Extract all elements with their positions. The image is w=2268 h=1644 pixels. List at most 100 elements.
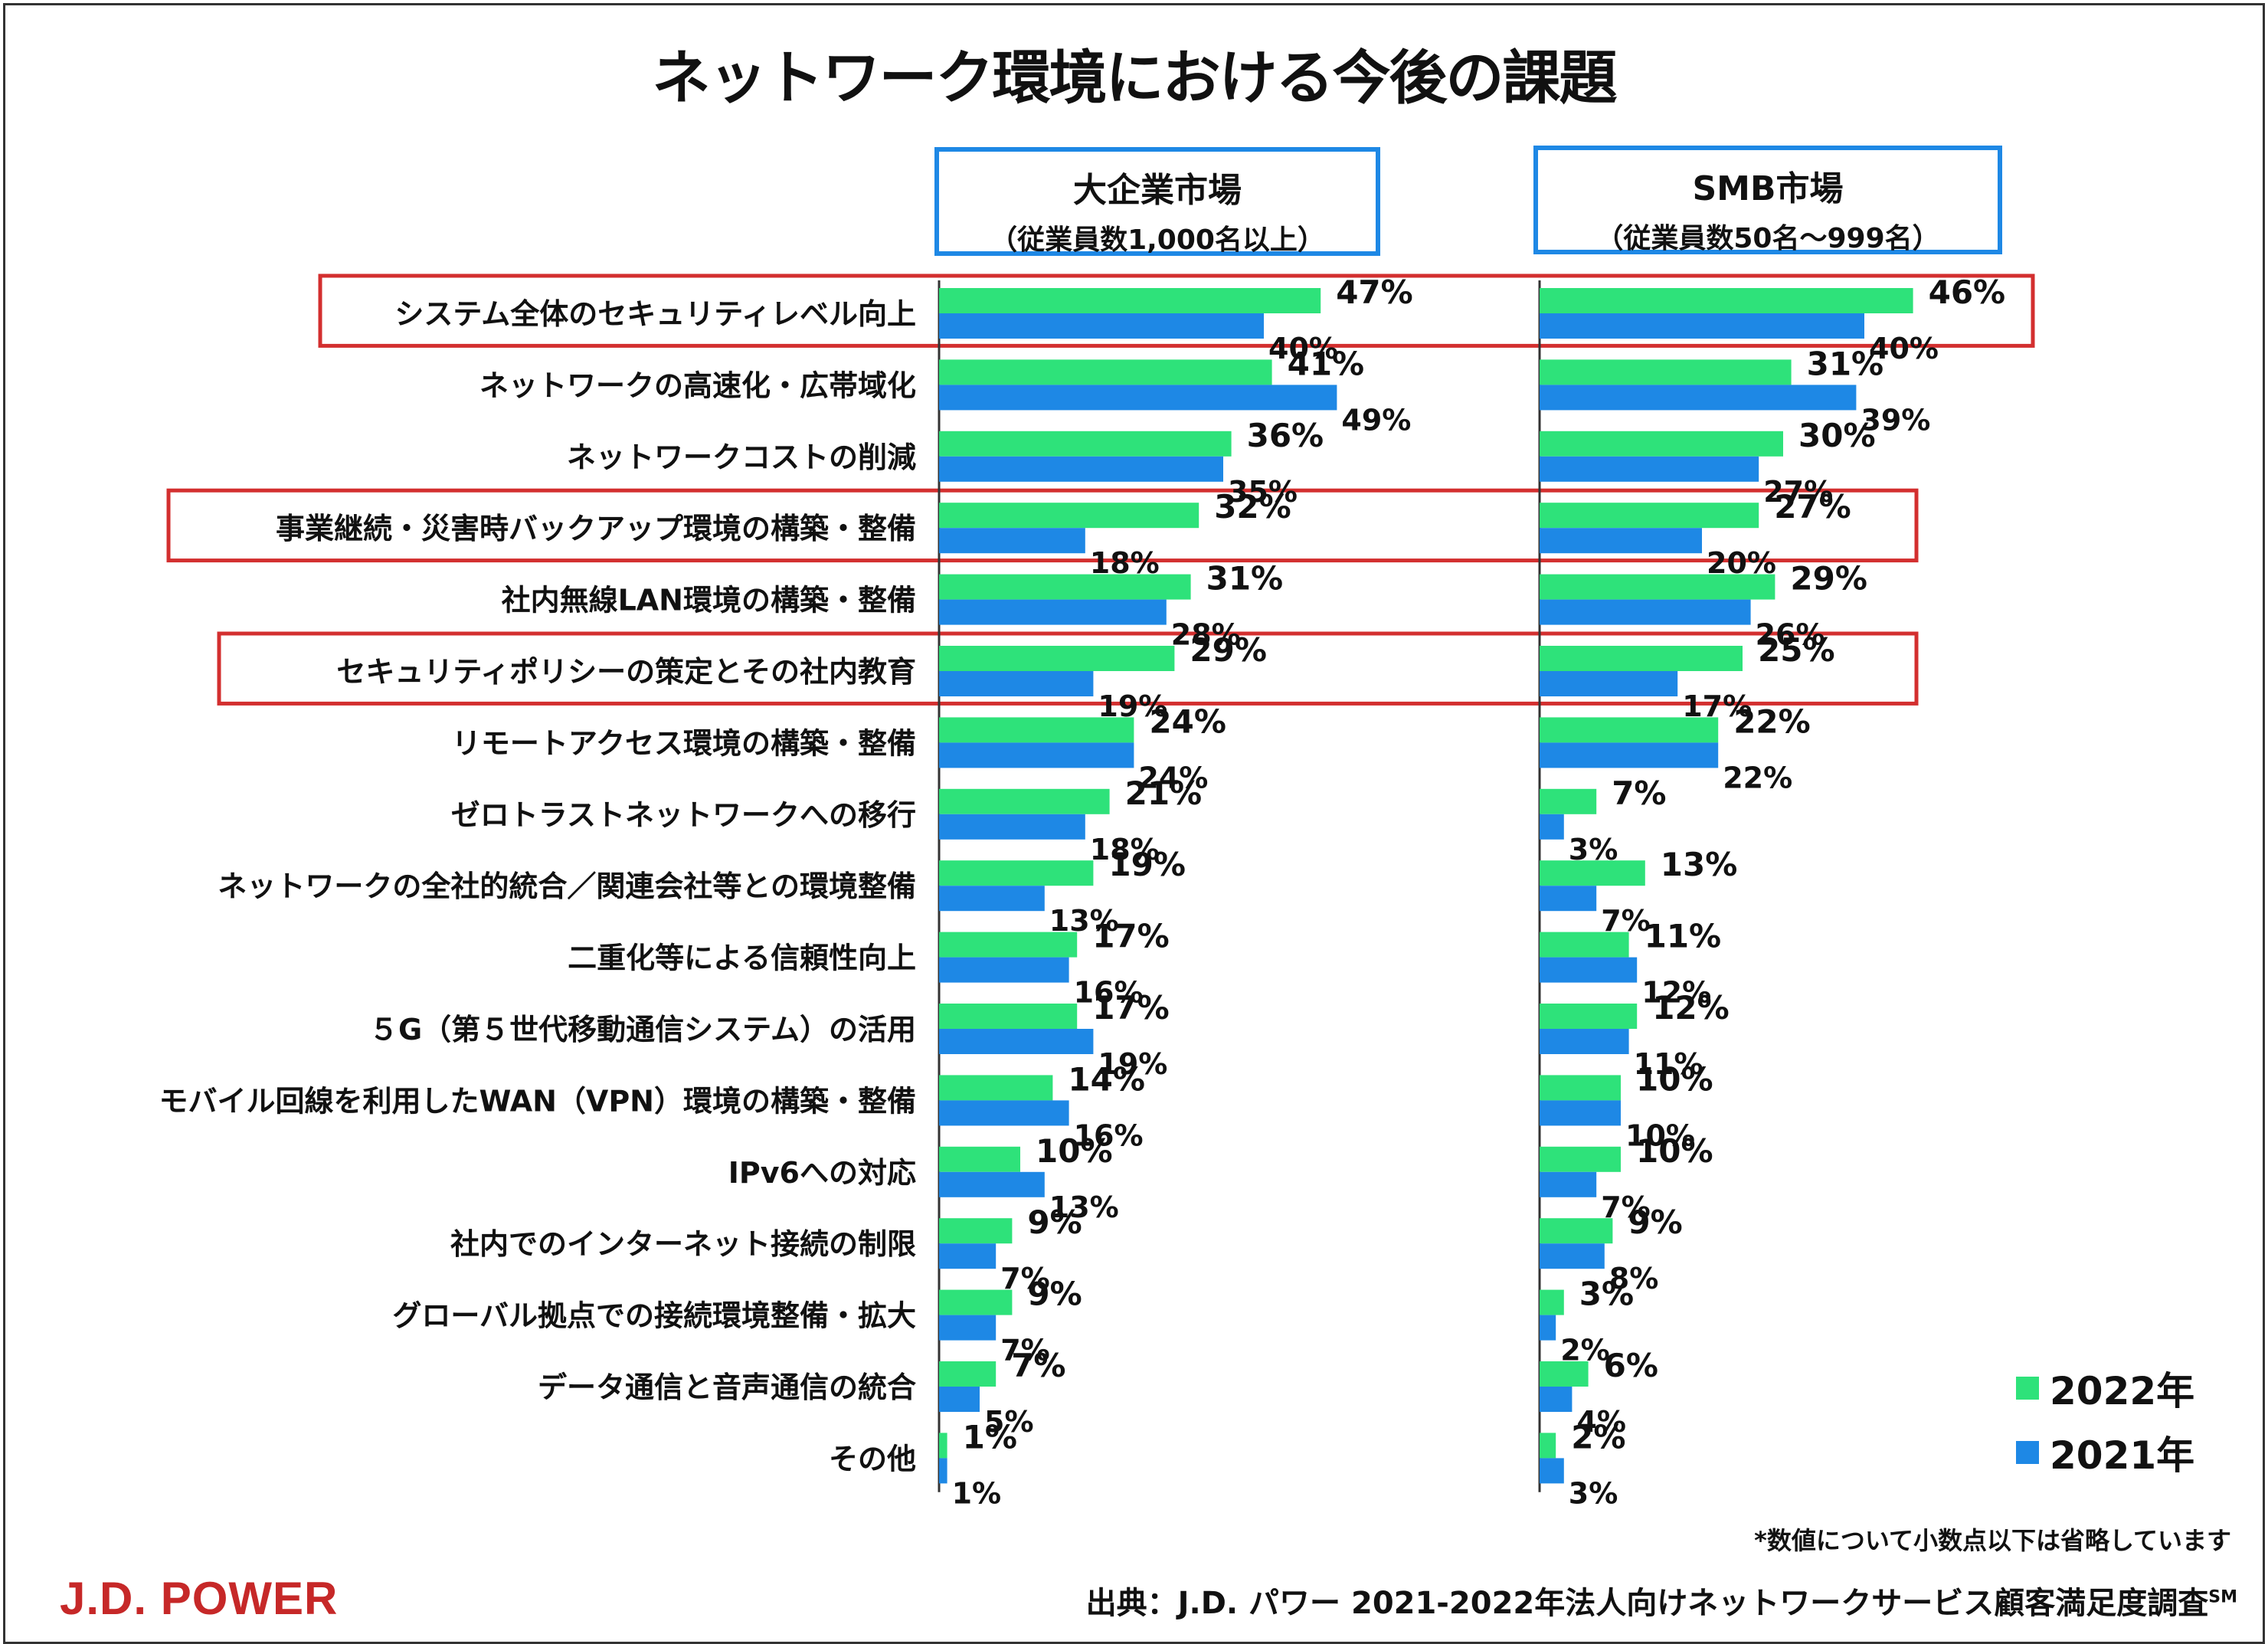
highlight-box-3 <box>166 488 1919 563</box>
value-label-smb-2022-16: 2% <box>1571 1418 1625 1456</box>
value-label-large-2022-9: 17% <box>1092 918 1170 955</box>
bar-smb-2022-12 <box>1540 1146 1621 1172</box>
bar-smb-2022-9 <box>1540 932 1629 958</box>
bar-large-2021-5 <box>939 671 1094 696</box>
bar-smb-2021-3 <box>1540 528 1702 554</box>
category-label-0: システム全体のセキュリティレベル向上 <box>394 297 916 331</box>
category-label-3: 事業継続・災害時バックアップ環境の構築・整備 <box>276 512 916 545</box>
value-label-large-2021-15: 5% <box>984 1405 1034 1439</box>
bar-large-2022-3 <box>939 503 1199 529</box>
value-label-smb-2022-12: 10% <box>1636 1132 1713 1170</box>
bar-smb-2022-11 <box>1540 1075 1621 1101</box>
value-label-smb-2021-15: 4% <box>1576 1405 1626 1439</box>
category-label-14: グローバル拠点での接続環境整備・拡大 <box>392 1299 916 1333</box>
value-label-smb-2022-9: 11% <box>1645 918 1722 955</box>
value-label-smb-2021-9: 12% <box>1641 976 1711 1010</box>
category-label-15: データ通信と音声通信の統合 <box>538 1371 916 1404</box>
value-label-smb-2022-7: 7% <box>1612 775 1666 812</box>
value-label-smb-2021-6: 22% <box>1723 761 1792 794</box>
value-label-smb-2021-11: 10% <box>1625 1118 1695 1152</box>
value-label-large-2022-6: 24% <box>1149 702 1226 740</box>
bar-smb-2022-15 <box>1540 1361 1589 1387</box>
value-label-smb-2021-14: 2% <box>1560 1334 1610 1367</box>
value-label-large-2022-15: 7% <box>1011 1347 1065 1384</box>
bar-large-2021-12 <box>939 1171 1045 1197</box>
bar-large-2021-4 <box>939 599 1167 625</box>
bar-smb-2022-5 <box>1540 646 1743 671</box>
value-label-smb-2022-5: 25% <box>1758 631 1835 669</box>
bar-large-2021-8 <box>939 886 1045 912</box>
bar-large-2022-5 <box>939 646 1175 671</box>
value-label-large-2022-2: 36% <box>1247 417 1324 454</box>
category-label-6: リモートアクセス環境の構築・整備 <box>452 726 916 760</box>
value-label-smb-2022-2: 30% <box>1798 417 1876 454</box>
bar-large-2022-4 <box>939 574 1191 600</box>
value-label-large-2021-10: 19% <box>1098 1047 1167 1081</box>
value-label-large-2021-6: 24% <box>1138 761 1208 794</box>
value-label-smb-2022-8: 13% <box>1661 846 1738 883</box>
bar-large-2022-16 <box>939 1433 947 1459</box>
value-label-large-2022-1: 41% <box>1288 345 1365 382</box>
value-label-large-2021-8: 13% <box>1049 904 1119 938</box>
value-label-large-2022-13: 9% <box>1027 1204 1082 1241</box>
bar-smb-2022-0 <box>1540 288 1913 313</box>
bar-smb-2021-11 <box>1540 1100 1621 1126</box>
value-label-smb-2022-0: 46% <box>1929 273 2006 311</box>
bar-large-2021-16 <box>939 1458 947 1484</box>
bar-smb-2022-13 <box>1540 1218 1613 1244</box>
source-mark: SM <box>2208 1587 2237 1607</box>
category-label-4: 社内無線LAN環境の構築・整備 <box>502 584 916 617</box>
value-label-large-2022-5: 29% <box>1190 631 1267 669</box>
bar-large-2022-7 <box>939 788 1110 814</box>
bar-large-2021-0 <box>939 313 1264 339</box>
value-label-smb-2022-10: 12% <box>1652 989 1730 1027</box>
legend-label-2021: 2021年 <box>2050 1433 2195 1478</box>
value-label-large-2022-7: 21% <box>1125 775 1203 812</box>
bar-large-2021-14 <box>939 1315 997 1341</box>
bar-smb-2022-4 <box>1540 574 1775 600</box>
bar-large-2022-9 <box>939 932 1078 958</box>
category-label-7: ゼロトラストネットワークへの移行 <box>451 798 916 832</box>
bar-large-2021-11 <box>939 1100 1069 1126</box>
bar-smb-2021-4 <box>1540 599 1751 625</box>
category-label-8: ネットワークの全社的統合／関連会社等との環境整備 <box>218 869 916 903</box>
value-label-large-2021-16: 1% <box>952 1476 1002 1510</box>
bar-smb-2022-7 <box>1540 788 1597 814</box>
value-label-large-2022-4: 31% <box>1206 560 1284 598</box>
bar-smb-2021-0 <box>1540 313 1864 339</box>
bar-large-2021-10 <box>939 1029 1094 1054</box>
value-label-smb-2021-16: 3% <box>1569 1476 1618 1510</box>
value-label-large-2021-1: 49% <box>1341 403 1411 437</box>
highlight-box-0 <box>318 273 2035 348</box>
value-label-large-2021-11: 16% <box>1074 1118 1144 1152</box>
bar-large-2022-15 <box>939 1361 997 1387</box>
bar-large-2022-1 <box>939 359 1272 385</box>
bar-smb-2021-10 <box>1540 1029 1629 1054</box>
jd-power-logo: J.D. POWER <box>60 1573 339 1624</box>
value-label-large-2021-5: 19% <box>1098 689 1167 723</box>
panel-header-large: 大企業市場 （従業員数1,000名以上） <box>934 147 1380 256</box>
bar-large-2021-15 <box>939 1387 980 1412</box>
category-label-10: ５G（第５世代移動通信システム）の活用 <box>369 1013 916 1046</box>
category-label-13: 社内でのインターネット接続の制限 <box>450 1227 916 1261</box>
value-label-large-2022-14: 9% <box>1027 1276 1082 1313</box>
panel-title-smb: SMB市場 <box>1692 169 1844 208</box>
bar-large-2021-13 <box>939 1243 997 1269</box>
value-label-large-2022-12: 10% <box>1036 1132 1113 1170</box>
bar-smb-2021-5 <box>1540 671 1678 696</box>
bar-large-2022-11 <box>939 1075 1053 1101</box>
bar-large-2022-0 <box>939 288 1321 313</box>
bar-large-2022-13 <box>939 1218 1013 1244</box>
value-label-large-2022-3: 32% <box>1214 488 1291 526</box>
bar-smb-2021-15 <box>1540 1387 1573 1412</box>
value-label-large-2021-12: 13% <box>1049 1190 1119 1224</box>
bar-smb-2022-6 <box>1540 717 1719 743</box>
value-label-smb-2022-6: 22% <box>1733 702 1811 740</box>
bar-smb-2021-13 <box>1540 1243 1605 1269</box>
category-label-11: モバイル回線を利用したWAN（VPN）環境の構築・整備 <box>159 1084 917 1118</box>
value-label-large-2022-10: 17% <box>1092 989 1170 1027</box>
value-label-smb-2021-7: 3% <box>1569 833 1618 866</box>
bar-large-2021-7 <box>939 814 1085 840</box>
value-label-large-2021-9: 16% <box>1074 976 1144 1010</box>
value-label-smb-2021-8: 7% <box>1601 904 1651 938</box>
